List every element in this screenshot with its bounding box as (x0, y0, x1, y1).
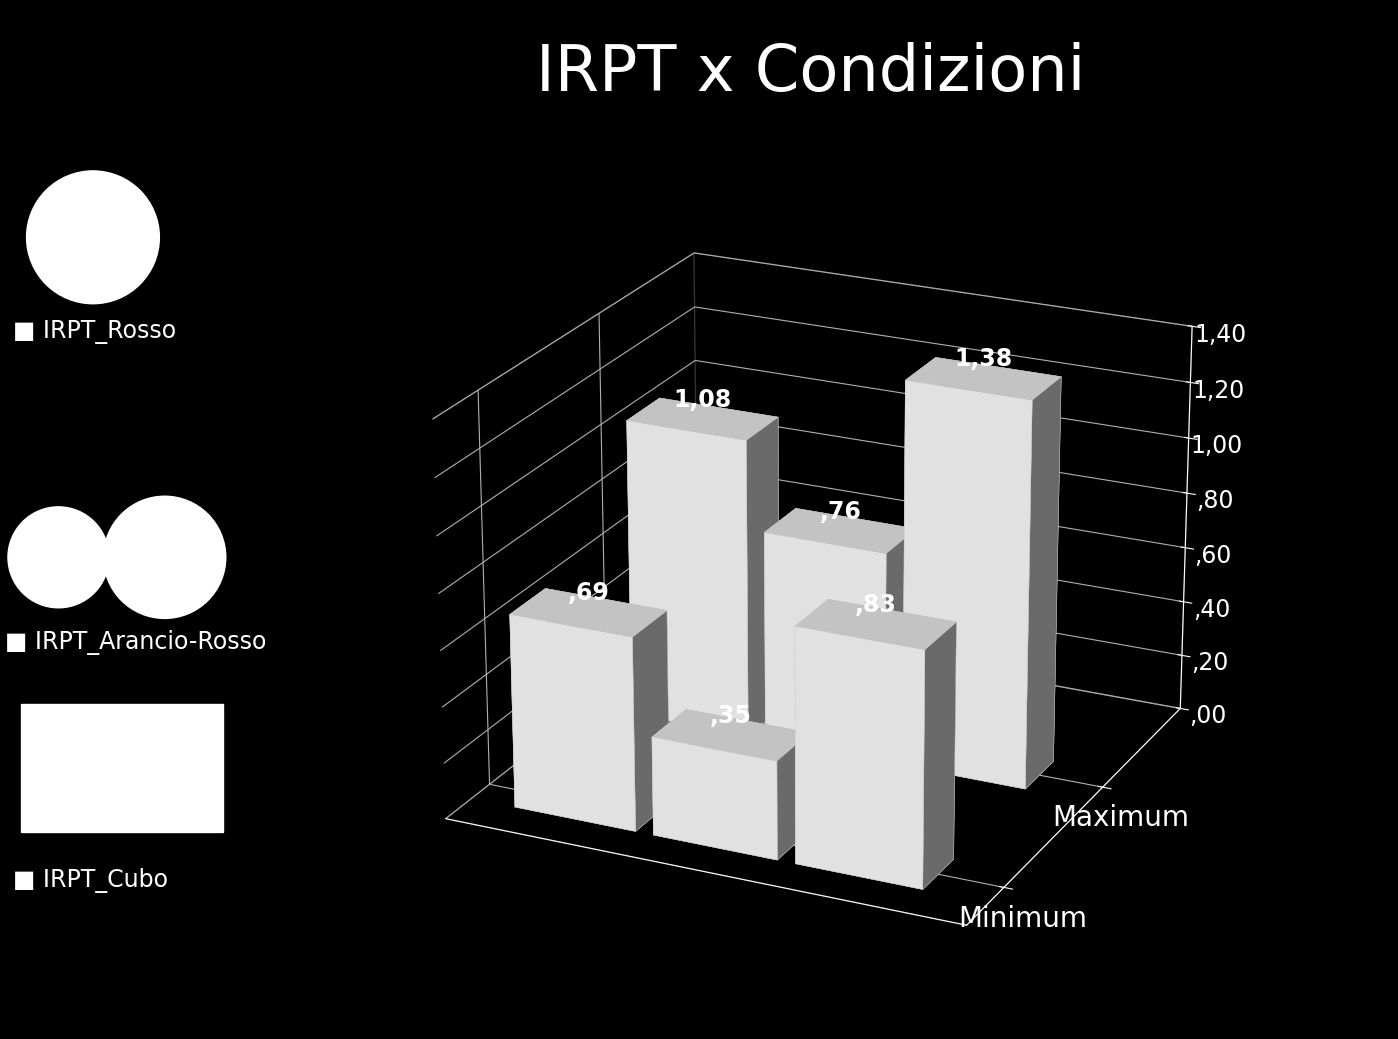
Ellipse shape (27, 170, 159, 303)
Text: ■ IRPT_Cubo: ■ IRPT_Cubo (14, 869, 168, 894)
Text: ■ IRPT_Rosso: ■ IRPT_Rosso (14, 320, 176, 344)
Text: IRPT x Condizioni: IRPT x Condizioni (537, 42, 1085, 104)
Text: ■ IRPT_Arancio-Rosso: ■ IRPT_Arancio-Rosso (6, 631, 267, 656)
Bar (21, 703, 224, 831)
Ellipse shape (103, 497, 226, 618)
Ellipse shape (8, 507, 109, 608)
